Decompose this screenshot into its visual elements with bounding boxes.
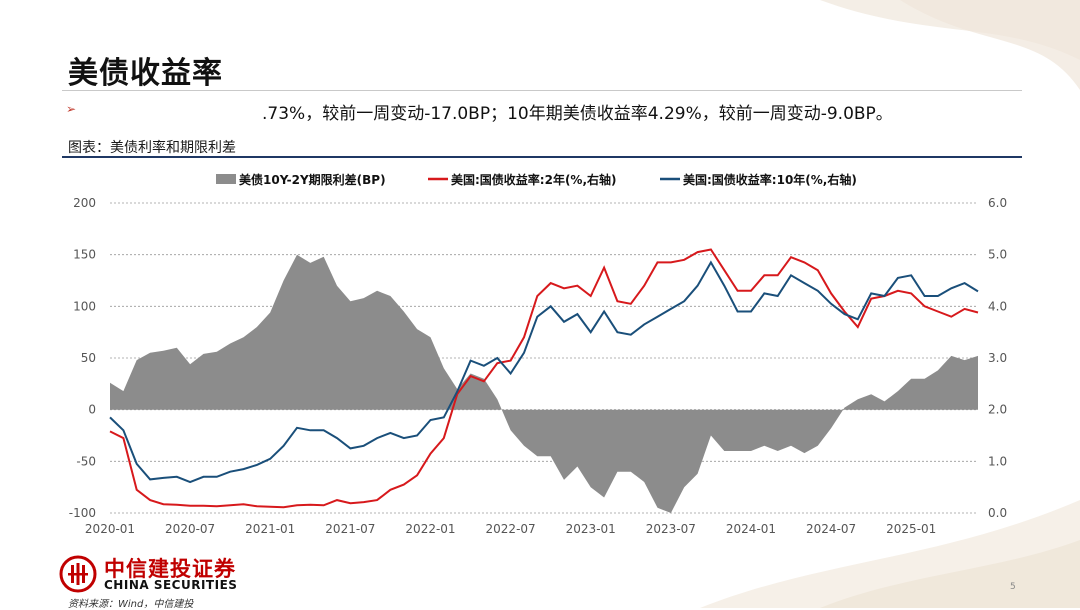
- title-divider: [62, 90, 1022, 91]
- series-line-10y: [109, 260, 979, 484]
- y-right-tick-label: 4.0: [988, 299, 1007, 313]
- y-left-tick-label: 150: [73, 248, 96, 262]
- spread-area: [110, 254, 978, 513]
- caption-divider: [62, 156, 1022, 158]
- x-tick-label: 2023-07: [646, 522, 696, 536]
- chart-caption: 图表：美债利率和期限利差: [68, 140, 236, 156]
- x-tick-label: 2023-01: [566, 522, 616, 536]
- y-left-tick-label: -50: [76, 454, 96, 468]
- y-left-tick-label: 100: [73, 299, 96, 313]
- x-tick-label: 2024-01: [726, 522, 776, 536]
- data-source: 资料来源：Wind，中信建投: [68, 599, 194, 610]
- y-right-tick-label: 2.0: [988, 403, 1007, 417]
- chart-legend: 美债10Y-2Y期限利差(BP) 美国:国债收益率:2年(%,右轴) 美国:国债收益…: [216, 172, 857, 187]
- y-left-tick-label: 0: [88, 403, 96, 417]
- x-tick-label: 2025-01: [886, 522, 936, 536]
- brand-name-en: CHINA SECURITIES: [104, 578, 238, 592]
- legend-label: 美国:国债收益率:10年(%,右轴): [683, 172, 857, 187]
- x-tick-label: 2022-07: [486, 522, 536, 536]
- summary-text: .73%，较前一周变动-17.0BP；10年期美债收益率4.29%，较前一周变动…: [262, 104, 893, 124]
- x-tick-label: 2021-01: [245, 522, 295, 536]
- y-left-tick-label: -100: [69, 506, 96, 520]
- page-number: 5: [1010, 582, 1016, 592]
- x-tick-label: 2024-07: [806, 522, 856, 536]
- y-right-tick-label: 6.0: [988, 196, 1007, 210]
- x-tick-label: 2020-01: [85, 522, 135, 536]
- bullet-arrow-icon: ➢: [66, 102, 77, 116]
- y-left-tick-label: 50: [81, 351, 96, 365]
- y-right-tick-label: 3.0: [988, 351, 1007, 365]
- x-tick-label: 2022-01: [405, 522, 455, 536]
- legend-label: 美债10Y-2Y期限利差(BP): [239, 172, 386, 187]
- china-securities-logo-icon: [59, 555, 97, 593]
- legend-label: 美国:国债收益率:2年(%,右轴): [451, 172, 617, 187]
- series-line-2y: [109, 248, 979, 509]
- yield-chart: 200 150 100 50 0 -50 -100 6.0 5.0 4.0 3.0 2.0 1.0 0.0…: [69, 172, 1007, 536]
- y-left-tick-label: 200: [73, 196, 96, 210]
- x-tick-label: 2021-07: [325, 522, 375, 536]
- legend-swatch-spread: [216, 174, 236, 184]
- y-right-tick-label: 1.0: [988, 454, 1007, 468]
- brand-name-cn: 中信建投证券: [104, 557, 236, 581]
- y-right-tick-label: 0.0: [988, 506, 1007, 520]
- page-title: 美债收益率: [68, 56, 223, 91]
- y-right-tick-label: 5.0: [988, 248, 1007, 262]
- x-tick-label: 2020-07: [165, 522, 215, 536]
